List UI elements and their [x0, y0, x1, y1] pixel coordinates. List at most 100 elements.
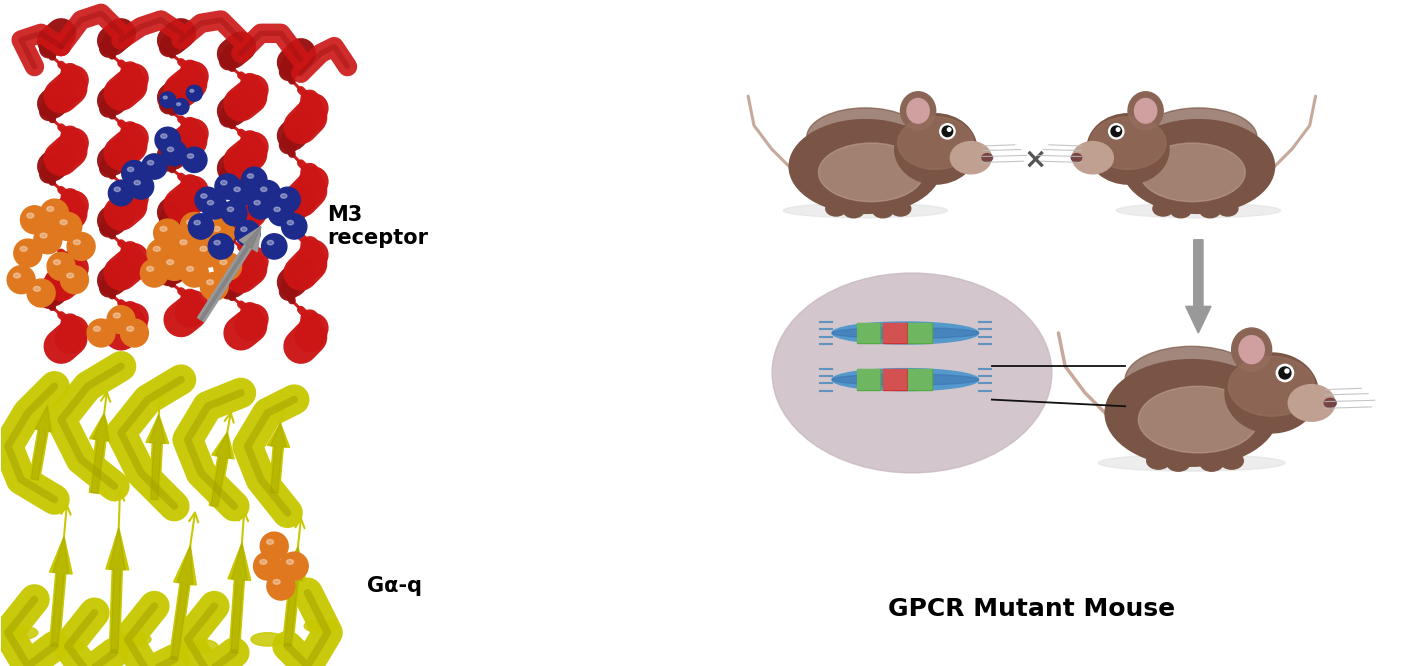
Ellipse shape	[114, 313, 121, 318]
Ellipse shape	[832, 322, 978, 344]
Bar	[883, 322, 907, 344]
Ellipse shape	[255, 200, 260, 205]
Ellipse shape	[166, 260, 173, 264]
Circle shape	[213, 252, 242, 280]
Circle shape	[280, 552, 309, 580]
Ellipse shape	[54, 260, 60, 264]
Circle shape	[943, 126, 953, 137]
Circle shape	[27, 279, 55, 307]
Circle shape	[121, 319, 148, 347]
FancyArrow shape	[201, 226, 260, 320]
Ellipse shape	[1116, 203, 1280, 218]
Circle shape	[947, 128, 951, 131]
Ellipse shape	[897, 117, 974, 169]
Ellipse shape	[27, 213, 34, 218]
FancyArrow shape	[210, 432, 230, 507]
Bar	[883, 322, 907, 344]
Ellipse shape	[118, 633, 151, 646]
Ellipse shape	[1071, 154, 1082, 162]
Ellipse shape	[40, 233, 47, 238]
Ellipse shape	[273, 579, 280, 584]
Circle shape	[242, 167, 267, 192]
Circle shape	[1116, 128, 1119, 131]
Ellipse shape	[213, 240, 220, 245]
Ellipse shape	[819, 143, 924, 202]
Circle shape	[1278, 367, 1291, 379]
Ellipse shape	[260, 187, 267, 192]
Ellipse shape	[1288, 385, 1335, 422]
Bar	[909, 369, 931, 390]
Ellipse shape	[1200, 454, 1223, 472]
Ellipse shape	[186, 266, 193, 271]
Ellipse shape	[1200, 203, 1220, 218]
Ellipse shape	[1125, 346, 1258, 413]
Circle shape	[188, 214, 213, 239]
Ellipse shape	[20, 246, 27, 251]
Bar	[909, 322, 931, 344]
Circle shape	[146, 239, 175, 267]
Ellipse shape	[148, 161, 154, 165]
Circle shape	[128, 174, 154, 199]
Ellipse shape	[280, 194, 287, 198]
Ellipse shape	[1217, 201, 1239, 216]
Circle shape	[208, 219, 235, 247]
Ellipse shape	[191, 89, 193, 92]
Ellipse shape	[1229, 356, 1315, 416]
Circle shape	[162, 141, 186, 166]
Circle shape	[87, 319, 115, 347]
Circle shape	[155, 127, 181, 153]
Ellipse shape	[4, 626, 38, 639]
Ellipse shape	[201, 194, 208, 198]
FancyArrow shape	[51, 537, 68, 646]
Ellipse shape	[240, 227, 247, 232]
FancyArrow shape	[230, 543, 247, 653]
Ellipse shape	[188, 154, 193, 159]
Ellipse shape	[1098, 454, 1285, 472]
FancyArrow shape	[283, 547, 306, 647]
Circle shape	[229, 180, 253, 206]
Circle shape	[202, 194, 228, 219]
Circle shape	[267, 572, 294, 600]
Circle shape	[186, 85, 202, 101]
Ellipse shape	[134, 180, 141, 185]
Ellipse shape	[220, 260, 228, 264]
Circle shape	[34, 226, 61, 254]
Circle shape	[1111, 126, 1122, 137]
FancyArrow shape	[267, 423, 290, 494]
Circle shape	[181, 259, 208, 287]
Bar	[857, 369, 880, 390]
Ellipse shape	[832, 368, 978, 390]
Ellipse shape	[161, 134, 166, 139]
Ellipse shape	[1139, 386, 1258, 453]
Ellipse shape	[1122, 120, 1274, 213]
Text: ×: ×	[1024, 146, 1047, 174]
FancyArrow shape	[50, 537, 73, 647]
Ellipse shape	[186, 220, 193, 224]
FancyArrow shape	[30, 406, 54, 480]
Ellipse shape	[146, 266, 154, 271]
Circle shape	[222, 200, 247, 226]
Text: GPCR Mutant Mouse: GPCR Mutant Mouse	[889, 597, 1176, 621]
Ellipse shape	[843, 203, 865, 218]
Circle shape	[193, 239, 222, 267]
FancyArrow shape	[228, 543, 250, 653]
Text: Gα-q: Gα-q	[367, 576, 422, 596]
Ellipse shape	[201, 246, 208, 251]
Ellipse shape	[1086, 114, 1169, 184]
Circle shape	[195, 187, 220, 212]
Circle shape	[182, 147, 208, 172]
Circle shape	[54, 212, 81, 240]
Ellipse shape	[228, 207, 233, 212]
Ellipse shape	[1135, 99, 1156, 123]
Bar	[909, 369, 931, 390]
Ellipse shape	[832, 374, 978, 385]
FancyArrow shape	[209, 432, 235, 507]
Bar	[909, 322, 931, 344]
Ellipse shape	[94, 326, 101, 331]
Ellipse shape	[128, 167, 134, 172]
Ellipse shape	[772, 273, 1052, 473]
Circle shape	[253, 552, 282, 580]
Ellipse shape	[74, 240, 81, 244]
FancyArrow shape	[284, 547, 303, 647]
FancyArrow shape	[149, 415, 165, 500]
